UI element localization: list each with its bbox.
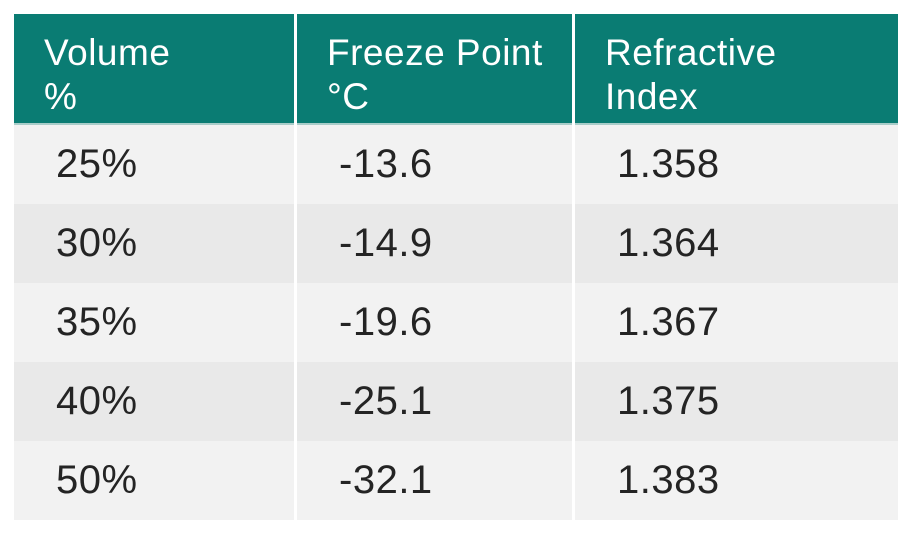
cell-refractive-index-row-5: 1.383 — [575, 441, 898, 520]
header-cell-refractive-index: Refractive Index — [575, 14, 898, 125]
cell-volume-row-2: 30% — [14, 204, 294, 283]
cell-volume-row-1: 25% — [14, 125, 294, 204]
cell-freeze-point-row-3: -19.6 — [297, 283, 572, 362]
cell-refractive-index-row-1: 1.358 — [575, 125, 898, 204]
cell-freeze-point-row-4: -25.1 — [297, 362, 572, 441]
header-cell-volume: Volume % — [14, 14, 294, 125]
cell-volume-row-5: 50% — [14, 441, 294, 520]
properties-table: Volume % Freeze Point °C Refractive Inde… — [14, 14, 898, 520]
header-cell-freeze-point: Freeze Point °C — [297, 14, 572, 125]
cell-freeze-point-row-1: -13.6 — [297, 125, 572, 204]
cell-refractive-index-row-2: 1.364 — [575, 204, 898, 283]
cell-freeze-point-row-5: -32.1 — [297, 441, 572, 520]
cell-freeze-point-row-2: -14.9 — [297, 204, 572, 283]
cell-refractive-index-row-4: 1.375 — [575, 362, 898, 441]
cell-volume-row-4: 40% — [14, 362, 294, 441]
cell-volume-row-3: 35% — [14, 283, 294, 362]
cell-refractive-index-row-3: 1.367 — [575, 283, 898, 362]
